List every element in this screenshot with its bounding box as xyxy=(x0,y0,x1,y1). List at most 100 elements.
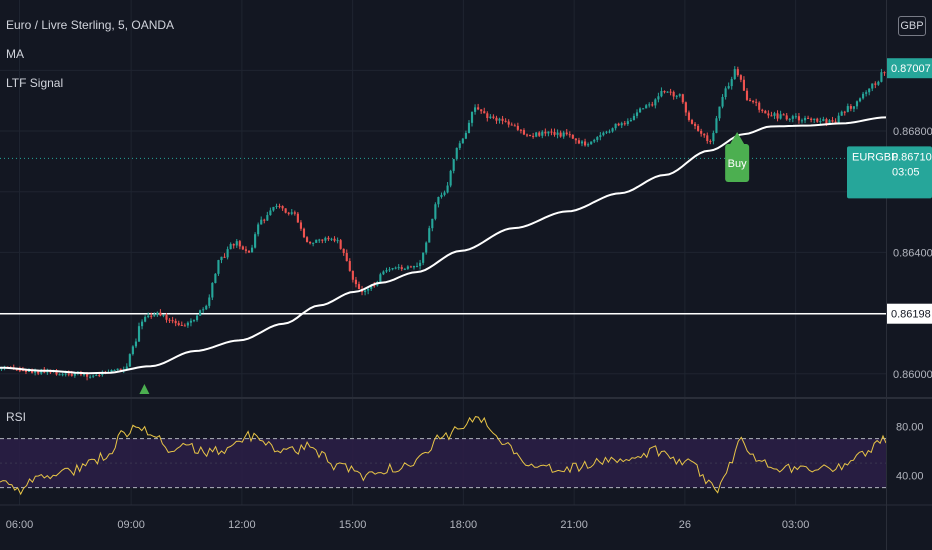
candle-body xyxy=(855,101,859,107)
candle-body xyxy=(831,120,834,122)
candle-body xyxy=(186,322,189,326)
candle-body xyxy=(92,375,95,377)
candle-body xyxy=(467,122,471,133)
candle-body xyxy=(388,269,391,271)
candle-body xyxy=(354,279,357,285)
legend-ma[interactable]: MA xyxy=(6,47,24,61)
candle-body xyxy=(715,118,718,133)
candle-body xyxy=(232,244,235,246)
candle-body xyxy=(486,113,489,118)
candle-body xyxy=(144,316,147,322)
candle-body xyxy=(693,123,697,126)
candle-body xyxy=(281,206,284,209)
candle-body xyxy=(623,123,626,125)
currency-button[interactable]: GBP xyxy=(898,16,926,36)
legend-ltf-signal[interactable]: LTF Signal xyxy=(6,76,64,90)
candles xyxy=(0,66,886,381)
candle-body xyxy=(235,241,238,246)
candle-body xyxy=(461,138,464,144)
candle-body xyxy=(431,218,434,229)
time-tick-label: 06:00 xyxy=(6,519,34,531)
candle-body xyxy=(95,374,98,376)
candle-body xyxy=(403,268,406,270)
candle-body xyxy=(177,323,180,325)
candle-body xyxy=(721,97,724,107)
candle-body xyxy=(794,116,797,118)
candle-body xyxy=(825,119,828,124)
candle-body xyxy=(284,208,287,213)
candle-body xyxy=(266,215,269,221)
candle-body xyxy=(745,90,749,100)
candle-body xyxy=(165,315,168,320)
candle-body xyxy=(189,320,193,323)
time-tick-label: 09:00 xyxy=(117,519,145,531)
candle-body xyxy=(419,262,422,266)
candle-body xyxy=(550,131,553,133)
candle-body xyxy=(70,374,73,376)
candle-body xyxy=(541,131,544,136)
candle-body xyxy=(687,112,691,120)
candle-body xyxy=(214,273,217,283)
candle-body xyxy=(46,371,49,373)
candle-body xyxy=(474,107,477,112)
candle-body xyxy=(339,240,342,249)
candle-body xyxy=(635,112,639,116)
candle-body xyxy=(828,120,831,124)
candle-body xyxy=(501,118,504,121)
candle-body xyxy=(137,326,141,342)
candle-body xyxy=(776,113,779,119)
candle-body xyxy=(840,111,843,116)
candle-body xyxy=(874,83,877,85)
candle-body xyxy=(577,140,581,144)
candle-body xyxy=(642,108,645,110)
candle-body xyxy=(257,224,260,235)
candle-body xyxy=(195,315,199,321)
candle-body xyxy=(309,241,312,244)
time-tick-label: 18:00 xyxy=(450,519,478,531)
candle-body xyxy=(727,86,730,89)
candle-body xyxy=(116,368,119,370)
time-axis[interactable]: 06:00 09:00 12:00 15:00 18:00 21:00 26 03:00 xyxy=(6,519,810,531)
legend-symbol[interactable]: Euro / Livre Sterling, 5, OANDA xyxy=(6,18,175,32)
candle-body xyxy=(440,194,443,197)
candle-body xyxy=(559,132,562,137)
candle-body xyxy=(858,98,862,102)
candle-body xyxy=(703,133,706,136)
candle-body xyxy=(785,115,788,120)
candle-body xyxy=(611,128,614,132)
candle-body xyxy=(110,370,113,373)
candle-body xyxy=(620,123,623,126)
candle-body xyxy=(547,131,550,134)
candle-body xyxy=(183,325,186,327)
candle-body xyxy=(254,234,257,248)
candle-body xyxy=(663,91,666,93)
candle-body xyxy=(865,92,868,94)
candle-body xyxy=(733,69,736,80)
candle-body xyxy=(779,114,782,119)
price-tick-label: 0.86800 xyxy=(893,126,932,138)
candle-body xyxy=(681,94,684,103)
candle-body xyxy=(513,125,516,127)
candle-body xyxy=(709,141,712,143)
candle-body xyxy=(672,91,675,97)
candle-body xyxy=(302,228,306,238)
rsi-axis[interactable]: 40.00 80.00 xyxy=(896,421,924,482)
candle-body xyxy=(260,219,263,225)
candle-body xyxy=(180,324,183,326)
rsi-tick-label: 40.00 xyxy=(896,470,924,482)
candle-body xyxy=(428,228,431,243)
time-tick-label: 03:00 xyxy=(782,519,810,531)
candle-body xyxy=(718,106,721,119)
candle-body xyxy=(336,240,339,242)
last-price-tag xyxy=(887,58,932,79)
countdown-label: 03:05 xyxy=(892,166,920,178)
candle-body xyxy=(409,266,412,268)
symbol-price-label: 0.86710 xyxy=(892,151,932,163)
candle-body xyxy=(489,116,492,118)
legend-rsi[interactable]: RSI xyxy=(6,410,27,424)
candle-body xyxy=(364,290,367,293)
candle-body xyxy=(654,99,657,106)
candle-body xyxy=(773,113,776,116)
candle-body xyxy=(556,132,559,135)
